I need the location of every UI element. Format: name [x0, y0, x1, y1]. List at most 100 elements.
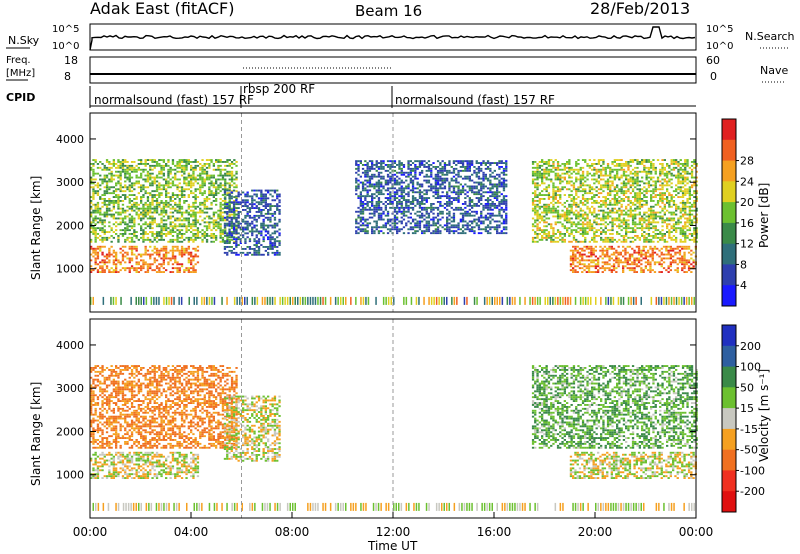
power-cell	[597, 205, 601, 208]
power-cell	[637, 259, 641, 262]
power-cell	[257, 248, 261, 250]
power-cell	[566, 166, 569, 169]
power-cell	[228, 216, 231, 219]
power-cell	[654, 166, 657, 169]
power-cell	[212, 164, 215, 167]
power-cell	[187, 257, 190, 260]
power-cell	[677, 221, 680, 224]
power-cell	[588, 219, 591, 222]
power-cell	[183, 190, 186, 193]
power-cell	[105, 180, 109, 183]
power-cell	[543, 211, 546, 214]
power-cell	[629, 205, 632, 208]
power-cell	[257, 251, 261, 254]
power-cell	[94, 235, 97, 237]
power-cell	[631, 203, 635, 206]
power-cell	[581, 235, 585, 237]
power-cell	[255, 211, 258, 213]
power-cell	[135, 168, 138, 171]
power-cell	[668, 229, 671, 232]
power-cell	[377, 183, 381, 186]
power-cell	[271, 232, 274, 235]
power-cell	[183, 180, 186, 183]
power-cell	[556, 166, 560, 169]
power-cell	[552, 161, 555, 163]
power-cell	[185, 229, 188, 232]
power-cell	[547, 168, 551, 171]
power-cell	[609, 211, 612, 214]
power-cell	[534, 240, 537, 243]
power-cell	[235, 230, 238, 233]
power-cell	[215, 168, 218, 171]
power-cell	[146, 265, 150, 268]
power-cell	[400, 191, 403, 194]
nsearch-tick-high: 10^5	[706, 24, 733, 35]
power-cell	[380, 216, 383, 219]
power-cell	[547, 186, 551, 189]
power-cell	[219, 219, 222, 222]
power-cell	[246, 193, 249, 196]
power-cell	[684, 211, 687, 214]
power-cell	[115, 182, 118, 185]
power-cell	[246, 246, 249, 248]
power-cell	[101, 245, 104, 248]
power-cell	[552, 235, 555, 237]
power-cell	[604, 221, 607, 224]
power-cell	[695, 235, 698, 237]
power-cell	[158, 253, 161, 256]
power-cell	[690, 249, 693, 252]
power-cell	[377, 181, 381, 184]
power-cell	[364, 232, 367, 235]
power-cell	[396, 216, 399, 219]
power-cell	[566, 200, 569, 202]
power-cell	[165, 253, 168, 256]
power-cell	[400, 206, 403, 209]
power-cell	[112, 201, 115, 204]
power-cell	[600, 205, 603, 208]
power-cell	[217, 217, 220, 220]
power-cell	[389, 191, 392, 194]
power-cell	[686, 221, 689, 224]
power-cell	[375, 160, 378, 163]
power-cell	[126, 188, 129, 191]
power-cell	[645, 172, 648, 175]
power-cell	[579, 215, 582, 218]
power-cell	[103, 271, 106, 273]
power-cell	[144, 201, 147, 204]
power-cell	[692, 265, 695, 268]
power-cell	[552, 170, 555, 173]
power-cell	[643, 227, 646, 230]
power-cell	[604, 196, 607, 198]
power-cell	[180, 207, 184, 210]
power-cell	[647, 176, 651, 179]
power-cell	[606, 253, 609, 256]
power-cell	[631, 253, 634, 256]
power-cell	[594, 263, 597, 266]
power-cell	[597, 263, 600, 266]
power-cell	[602, 168, 605, 171]
power-cell	[199, 209, 202, 212]
power-cell	[581, 233, 585, 235]
power-cell	[384, 214, 387, 217]
power-cell	[183, 211, 186, 214]
power-cell	[652, 184, 655, 187]
power-cell	[581, 184, 585, 187]
power-cell	[688, 223, 691, 226]
power-cell	[90, 180, 93, 183]
power-cell	[585, 271, 588, 273]
power-cell	[631, 209, 635, 212]
power-cell	[602, 203, 605, 206]
power-cell	[593, 240, 596, 243]
power-cell	[176, 236, 179, 239]
power-cell	[616, 225, 619, 228]
power-cell	[223, 189, 227, 192]
power-cell	[158, 251, 161, 254]
power-cell	[171, 168, 175, 171]
power-cell	[574, 245, 577, 248]
power-cell	[670, 174, 673, 177]
power-cell	[183, 238, 186, 241]
power-cell	[135, 263, 138, 266]
power-cell	[273, 244, 277, 246]
power-cell	[146, 198, 150, 200]
power-cell	[255, 236, 258, 239]
